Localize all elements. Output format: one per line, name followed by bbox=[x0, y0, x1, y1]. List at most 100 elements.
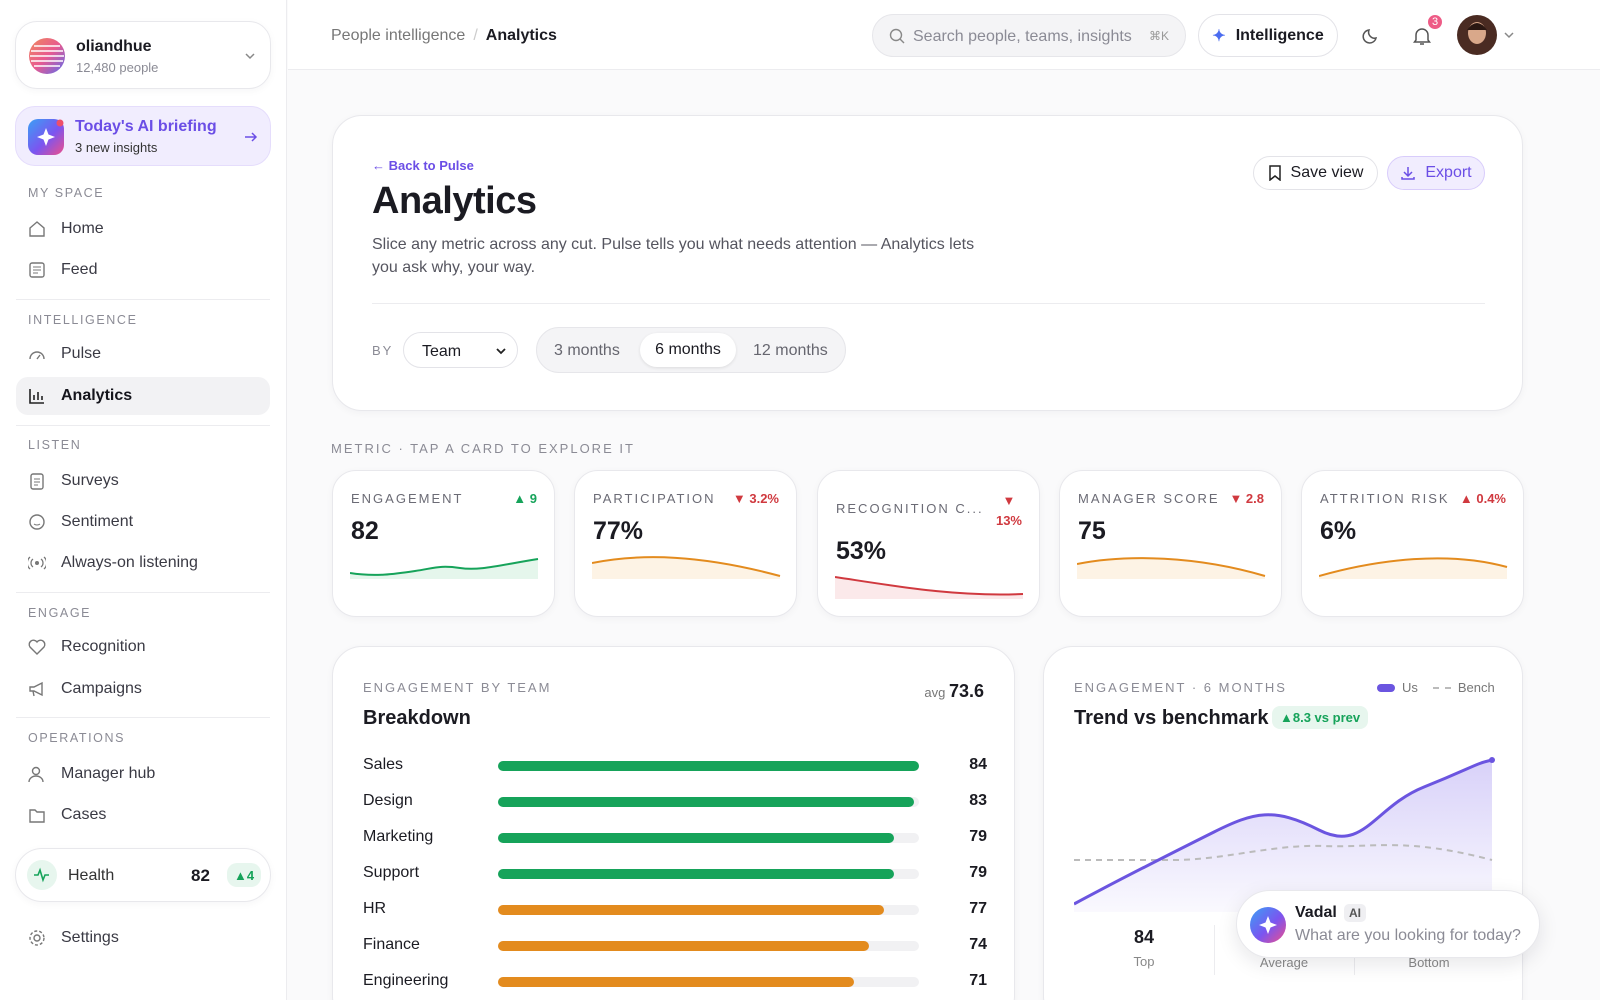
range-toggle: 3 months 6 months 12 months bbox=[536, 327, 846, 373]
org-name: oliandhue bbox=[76, 38, 152, 55]
bar-row: HR 77 bbox=[363, 900, 987, 920]
metric-value: 75 bbox=[1078, 517, 1106, 545]
nav-item[interactable]: Feed bbox=[16, 251, 270, 289]
range-option[interactable]: 12 months bbox=[753, 342, 828, 359]
delta-text: 4 bbox=[246, 867, 255, 883]
bar-value: 71 bbox=[969, 972, 987, 989]
nav-label: Feed bbox=[61, 261, 98, 278]
chat-placeholder: What are you looking for today? bbox=[1295, 927, 1521, 944]
avg-value: 73.6 bbox=[948, 681, 984, 701]
search[interactable]: Search people, teams, insights ⌘K bbox=[872, 14, 1186, 57]
nav-item[interactable]: Settings bbox=[16, 919, 270, 957]
nav-item[interactable]: Recognition bbox=[16, 628, 270, 666]
range-option[interactable]: 3 months bbox=[554, 342, 620, 359]
trend-chart bbox=[1074, 757, 1495, 912]
group-select[interactable]: Team bbox=[403, 332, 518, 368]
chevron bbox=[1504, 32, 1514, 39]
export-button[interactable]: Export bbox=[1387, 156, 1485, 190]
button-label: Save view bbox=[1290, 164, 1364, 181]
nav-item[interactable]: Sentiment bbox=[16, 503, 270, 541]
breadcrumb: People intelligence / Analytics bbox=[331, 27, 557, 44]
bar bbox=[498, 905, 884, 915]
nav-label: Pulse bbox=[61, 345, 102, 362]
chevron bbox=[245, 53, 255, 60]
section-heading: INTELLIGENCE bbox=[28, 313, 138, 327]
metric-card[interactable]: MANAGER SCORE ▼ 2.8 75 bbox=[1059, 470, 1282, 617]
bar bbox=[498, 797, 914, 807]
nav-label: Campaigns bbox=[61, 680, 142, 697]
back-link[interactable]: ← Back to Pulse bbox=[372, 158, 474, 173]
nav-item[interactable]: Manager hub bbox=[16, 755, 270, 793]
delta-text: 13% bbox=[995, 513, 1022, 528]
org-switcher[interactable]: oliandhue 12,480 people bbox=[15, 21, 271, 89]
bar-row: Support 79 bbox=[363, 864, 987, 884]
range-option-active[interactable]: 6 months bbox=[640, 333, 736, 367]
page-title: Analytics bbox=[372, 180, 537, 222]
save-view-button[interactable]: Save view bbox=[1253, 156, 1378, 190]
nav-item[interactable]: Surveys bbox=[16, 462, 270, 500]
nav-item[interactable]: Always-on listening bbox=[16, 544, 270, 582]
delta-text: 9 bbox=[529, 491, 537, 506]
theme-toggle[interactable] bbox=[1362, 27, 1380, 45]
metric-card[interactable]: ENGAGEMENT ▲ 9 82 bbox=[332, 470, 555, 617]
stat-label: Average bbox=[1259, 955, 1309, 970]
metric-card[interactable]: PARTICIPATION ▼ 3.2% 77% bbox=[574, 470, 797, 617]
nav-item[interactable]: Cases bbox=[16, 796, 270, 834]
metric-name: ENGAGEMENT bbox=[351, 491, 464, 506]
by-label: BY bbox=[372, 343, 394, 358]
metric-delta: ▼ 2.8 bbox=[1229, 491, 1264, 506]
button-label: Intelligence bbox=[1235, 26, 1324, 44]
legend-label: Bench bbox=[1457, 680, 1495, 695]
crumb[interactable]: People intelligence bbox=[331, 27, 466, 44]
crumb: Analytics bbox=[485, 27, 557, 44]
delta-text: 2.8 bbox=[1245, 491, 1264, 506]
metric-card[interactable]: ATTRITION RISK ▲ 0.4% 6% bbox=[1301, 470, 1524, 617]
nav-label: Manager hub bbox=[61, 765, 156, 782]
divider bbox=[16, 592, 270, 593]
health-label: Health bbox=[68, 867, 115, 884]
divider bbox=[16, 717, 270, 718]
metric-delta: ▲ 0.4% bbox=[1459, 491, 1506, 506]
section-heading: LISTEN bbox=[28, 438, 82, 452]
bar bbox=[498, 869, 894, 879]
bar-value: 79 bbox=[969, 828, 987, 845]
nav-item[interactable]: Pulse bbox=[16, 335, 270, 373]
button-label: Export bbox=[1425, 164, 1472, 181]
ai-briefing[interactable]: Today's AI briefing 3 new insights bbox=[15, 106, 271, 166]
team-label: HR bbox=[363, 900, 387, 917]
card-title: Breakdown bbox=[363, 707, 471, 729]
ai-tag: AI bbox=[1344, 904, 1366, 922]
metric-name: MANAGER SCORE bbox=[1078, 491, 1220, 506]
avatar[interactable] bbox=[1456, 14, 1498, 56]
bar-value: 77 bbox=[969, 900, 987, 917]
briefing-subtitle: 3 new insights bbox=[75, 140, 158, 155]
nav-item[interactable]: Campaigns bbox=[16, 670, 270, 708]
metric-card[interactable]: RECOGNITION C... ▼ 13% 53% bbox=[817, 470, 1040, 617]
health-card[interactable]: Health 82 ▲ 4 bbox=[15, 848, 271, 902]
metric-section-label: METRIC · TAP A CARD TO EXPLORE IT bbox=[331, 441, 635, 456]
intelligence-button[interactable]: ✦ Intelligence bbox=[1198, 14, 1338, 57]
nav-item[interactable]: Analytics bbox=[16, 377, 270, 415]
nav-item[interactable]: Home bbox=[16, 210, 270, 248]
bar-track bbox=[498, 977, 919, 987]
topbar: People intelligence / Analytics Search peo… bbox=[288, 0, 1600, 70]
notification-badge: 3 bbox=[1426, 13, 1444, 31]
metric-value: 77% bbox=[593, 517, 644, 545]
bar bbox=[498, 833, 894, 843]
nav-label: Always-on listening bbox=[61, 554, 198, 571]
notifications[interactable] bbox=[1413, 26, 1431, 46]
section-heading: OPERATIONS bbox=[28, 731, 126, 745]
select-value: Team bbox=[422, 343, 462, 360]
arrow bbox=[245, 132, 258, 142]
delta-text: 3.2% bbox=[749, 491, 779, 506]
assistant-chat[interactable]: Vadal AI What are you looking for today? bbox=[1236, 890, 1540, 958]
section-heading: ENGAGE bbox=[28, 606, 92, 620]
nav-label: Analytics bbox=[61, 387, 133, 404]
bar-value: 84 bbox=[969, 756, 987, 773]
nav-label: Sentiment bbox=[61, 513, 134, 530]
bar-row: Finance 74 bbox=[363, 936, 987, 956]
section-heading: MY SPACE bbox=[28, 186, 105, 200]
bar-row: Engineering 71 bbox=[363, 972, 987, 992]
bar-row: Design 83 bbox=[363, 792, 987, 812]
